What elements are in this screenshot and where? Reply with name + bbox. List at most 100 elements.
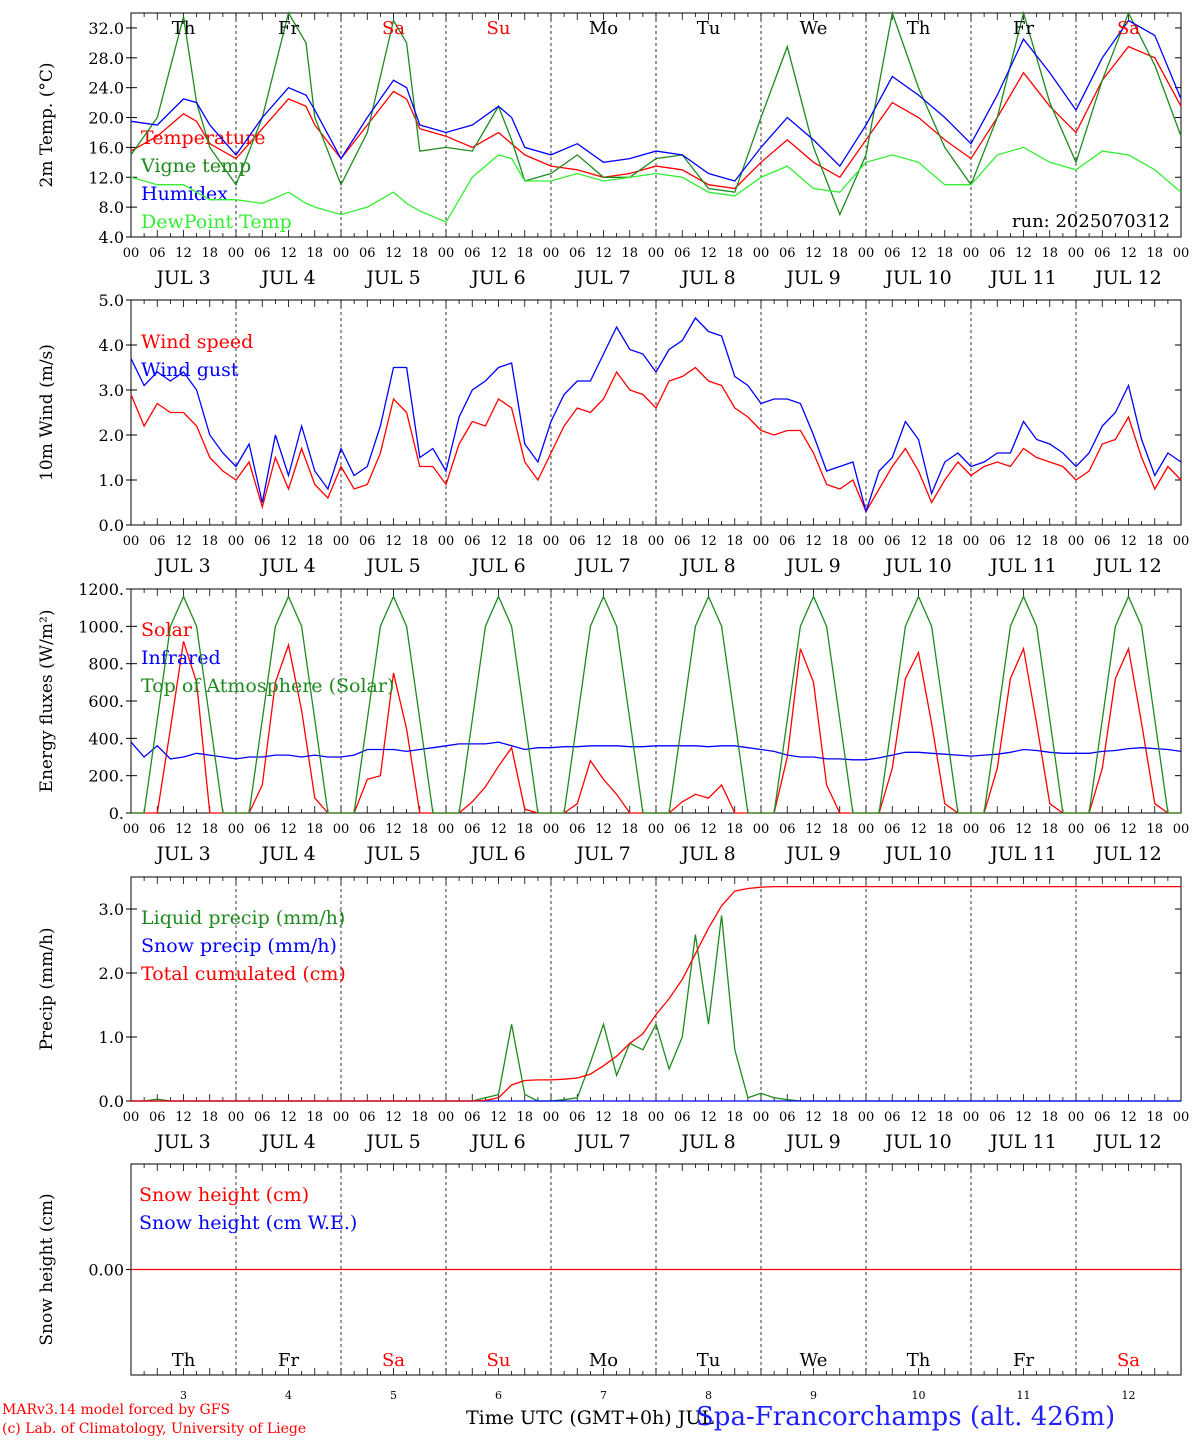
y-tick-label: 0.0 bbox=[99, 1092, 124, 1111]
day-number-label: 4 bbox=[285, 1389, 292, 1402]
hour-label: 00 bbox=[123, 246, 140, 261]
y-tick-label: 0.00 bbox=[88, 1261, 124, 1280]
day-number-label: 3 bbox=[180, 1389, 187, 1402]
date-label: JUL 11 bbox=[988, 843, 1056, 865]
date-label: JUL 5 bbox=[364, 843, 420, 865]
y-tick-label: 8.0 bbox=[99, 198, 124, 217]
hour-label: 18 bbox=[831, 822, 848, 837]
hour-label: 06 bbox=[779, 822, 796, 837]
hour-label: 12 bbox=[805, 822, 822, 837]
hour-label: 00 bbox=[1173, 822, 1190, 837]
hour-label: 12 bbox=[805, 534, 822, 549]
date-label: JUL 7 bbox=[574, 843, 630, 865]
y-tick-label: 2.0 bbox=[99, 426, 124, 445]
hour-label: 00 bbox=[753, 1110, 770, 1125]
hour-label: 12 bbox=[490, 1110, 507, 1125]
date-label: JUL 6 bbox=[469, 267, 525, 289]
hour-label: 00 bbox=[543, 1110, 560, 1125]
hour-label: 00 bbox=[123, 534, 140, 549]
hour-label: 06 bbox=[359, 822, 376, 837]
hour-label: 00 bbox=[1068, 822, 1085, 837]
hour-label: 00 bbox=[963, 534, 980, 549]
weekday-label: Sa bbox=[382, 1350, 405, 1371]
date-label: JUL 3 bbox=[154, 267, 210, 289]
legend-entry: Wind gust bbox=[141, 359, 239, 381]
date-label: JUL 8 bbox=[679, 843, 735, 865]
hour-label: 06 bbox=[464, 1110, 481, 1125]
hour-label: 12 bbox=[595, 822, 612, 837]
panel-frame bbox=[130, 299, 1182, 526]
footer-lab-credit: (c) Lab. of Climatology, University of L… bbox=[2, 1421, 307, 1437]
legend-entry: Humidex bbox=[141, 183, 228, 205]
y-tick-label: 0.0 bbox=[99, 516, 124, 535]
hour-label: 12 bbox=[175, 1110, 192, 1125]
panel-3: 0. 200. 400. 600. 800. 1000. 1200. Energy fluxe… bbox=[37, 580, 1189, 865]
date-label: JUL 9 bbox=[784, 555, 840, 577]
hour-label: 18 bbox=[621, 246, 638, 261]
y-tick-label: 3.0 bbox=[99, 900, 124, 919]
footer-model-credit: MARv3.14 model forced by GFS bbox=[2, 1402, 231, 1418]
hour-label: 00 bbox=[1173, 534, 1190, 549]
series-line-total-cumulated-cm- bbox=[131, 885, 1181, 1102]
hour-label: 06 bbox=[569, 822, 586, 837]
hour-label: 00 bbox=[228, 534, 245, 549]
panel-4: 0.0 1.0 2.0 3.0 Precip (mm/h) Liquid precip (… bbox=[37, 876, 1190, 1153]
hour-label: 18 bbox=[201, 246, 218, 261]
hour-label: 00 bbox=[753, 246, 770, 261]
hour-label: 18 bbox=[201, 1110, 218, 1125]
hour-label: 00 bbox=[543, 822, 560, 837]
y-axis-label: Energy fluxes (W/m²) bbox=[37, 610, 57, 793]
hour-label: 06 bbox=[884, 1110, 901, 1125]
hour-label: 18 bbox=[516, 246, 533, 261]
hour-label: 12 bbox=[700, 822, 717, 837]
y-tick-label: 4.0 bbox=[99, 228, 124, 247]
panel-1: 4.0 8.0 12.0 16.0 20.0 24.0 28.0 32.0 2m Temp. (… bbox=[37, 10, 1189, 289]
date-label: JUL 9 bbox=[784, 1131, 840, 1153]
hour-label: 06 bbox=[254, 246, 271, 261]
date-label: JUL 11 bbox=[988, 555, 1056, 577]
weekday-label: Su bbox=[487, 1350, 511, 1371]
weekday-label: Th bbox=[907, 18, 931, 39]
hour-label: 18 bbox=[411, 534, 428, 549]
y-tick-label: 12.0 bbox=[88, 168, 124, 187]
hour-label: 06 bbox=[989, 1110, 1006, 1125]
hour-label: 00 bbox=[438, 1110, 455, 1125]
hour-label: 00 bbox=[333, 534, 350, 549]
y-tick-label: 1200. bbox=[78, 580, 124, 599]
date-label: JUL 4 bbox=[259, 1131, 315, 1153]
legend-entry: Vigne temp bbox=[140, 155, 251, 177]
hour-label: 12 bbox=[805, 246, 822, 261]
hour-label: 18 bbox=[621, 1110, 638, 1125]
weekday-label: Sa bbox=[382, 18, 405, 39]
hour-label: 06 bbox=[674, 1110, 691, 1125]
hour-label: 00 bbox=[963, 822, 980, 837]
hour-label: 12 bbox=[910, 246, 927, 261]
y-tick-label: 200. bbox=[88, 767, 124, 786]
hour-label: 00 bbox=[963, 1110, 980, 1125]
hour-label: 12 bbox=[1120, 822, 1137, 837]
series-line-wind-speed bbox=[130, 366, 1182, 513]
day-number-label: 8 bbox=[705, 1389, 712, 1402]
y-tick-label: 0. bbox=[109, 804, 124, 823]
hour-label: 18 bbox=[621, 822, 638, 837]
hour-label: 12 bbox=[280, 822, 297, 837]
hour-label: 12 bbox=[175, 534, 192, 549]
hour-label: 06 bbox=[569, 534, 586, 549]
date-label: JUL 6 bbox=[469, 843, 525, 865]
hour-label: 00 bbox=[648, 246, 665, 261]
hour-label: 06 bbox=[884, 534, 901, 549]
legend-entry: Snow height (cm) bbox=[139, 1184, 309, 1206]
hour-label: 00 bbox=[543, 534, 560, 549]
weekday-label: Mo bbox=[589, 1350, 618, 1371]
hour-label: 00 bbox=[1068, 1110, 1085, 1125]
hour-label: 18 bbox=[201, 534, 218, 549]
hour-label: 00 bbox=[1068, 246, 1085, 261]
hour-label: 12 bbox=[1120, 1110, 1137, 1125]
y-tick-label: 1.0 bbox=[99, 1028, 124, 1047]
y-tick-label: 400. bbox=[88, 729, 124, 748]
hour-label: 00 bbox=[1173, 1110, 1190, 1125]
legend-entry: Snow height (cm W.E.) bbox=[139, 1212, 357, 1234]
weekday-label: Sa bbox=[1117, 1350, 1140, 1371]
legend-entry: Total cumulated (cm) bbox=[141, 963, 346, 985]
